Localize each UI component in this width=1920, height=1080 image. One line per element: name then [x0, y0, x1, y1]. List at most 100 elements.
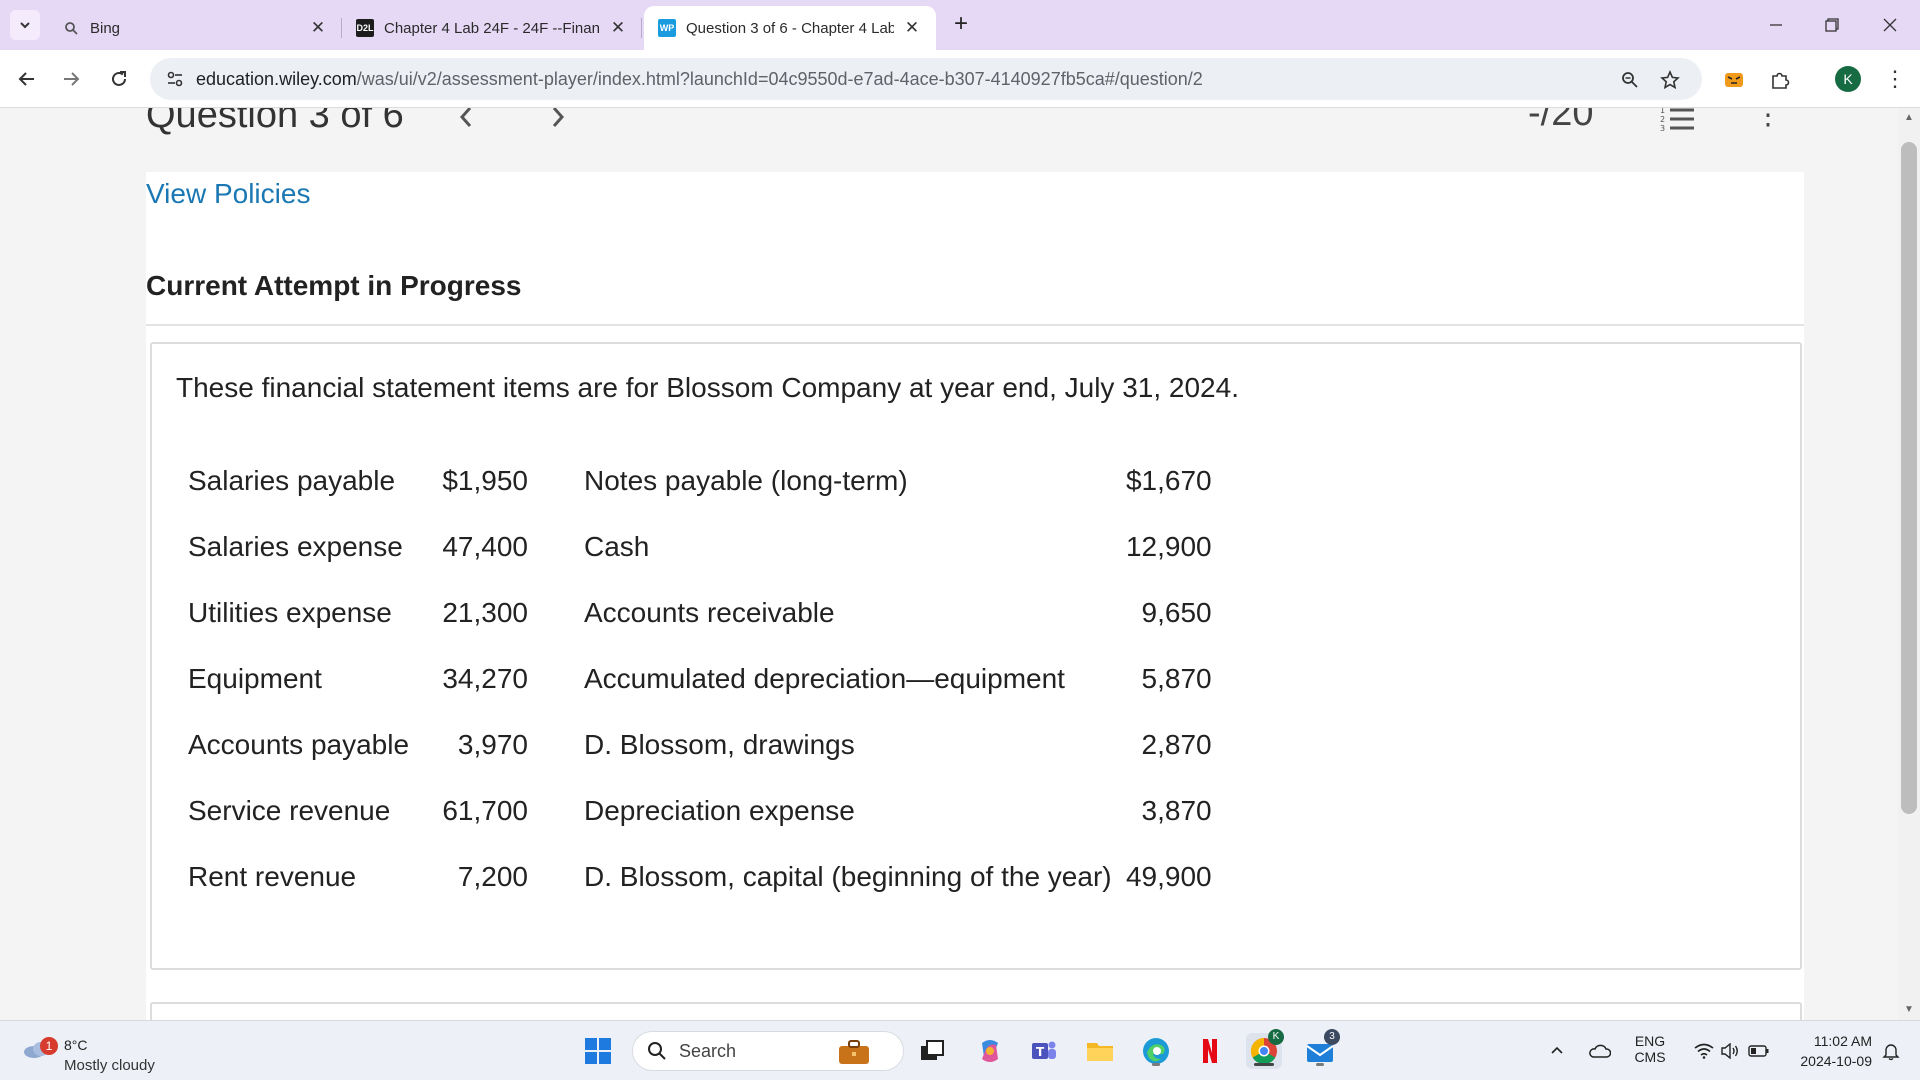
reload-icon: [112, 71, 126, 86]
address-bar[interactable]: education.wiley.com/was/ui/v2/assessment…: [150, 58, 1702, 100]
minimize-icon: [1770, 24, 1782, 26]
question-card: View Policies Current Attempt in Progres…: [146, 172, 1804, 1020]
tab-title: Bing: [90, 19, 121, 37]
browser-menu-icon[interactable]: ⋮: [1884, 66, 1906, 91]
bookmark-star-icon[interactable]: [1658, 68, 1682, 92]
item-label: Depreciation expense: [584, 795, 855, 826]
column-gap: [528, 778, 584, 844]
column-gap: [528, 712, 584, 778]
close-icon: [1883, 18, 1897, 32]
tab-d2l[interactable]: D2L Chapter 4 Lab 24F - 24F --Finan ✕: [342, 6, 642, 50]
restore-button[interactable]: [1812, 8, 1852, 42]
question-intro: These financial statement items are for …: [176, 372, 1239, 403]
tab-search-button[interactable]: [10, 10, 40, 40]
financial-items-table: Salaries payable $1,950 Notes payable (lon…: [188, 448, 1212, 910]
svg-text:T: T: [1036, 1045, 1045, 1059]
show-hidden-icons-chevron-up-icon[interactable]: [1544, 1033, 1570, 1069]
close-icon[interactable]: ✕: [904, 18, 920, 37]
more-options-icon[interactable]: ⋮: [1754, 108, 1782, 130]
item-label: Service revenue: [188, 795, 391, 826]
item-label: Salaries expense: [188, 531, 403, 562]
item-label: Accumulated depreciation—equipment: [584, 663, 1065, 694]
search-icon: [648, 1042, 666, 1060]
windows-taskbar: 1 8°C Mostly cloudy Search T K 3: [0, 1020, 1920, 1080]
item-label: D. Blossom, capital (beginning of the ye…: [584, 861, 1112, 892]
item-label: Notes payable (long-term): [584, 465, 908, 496]
start-button[interactable]: [580, 1033, 616, 1069]
reload-button[interactable]: [104, 64, 134, 94]
svg-text:2: 2: [1660, 115, 1665, 124]
item-amount: 49,900: [1125, 861, 1212, 892]
mail-icon[interactable]: 3: [1302, 1029, 1340, 1069]
system-status-group[interactable]: [1684, 1033, 1780, 1069]
scroll-up-arrow-icon[interactable]: ▲: [1904, 112, 1914, 123]
taskbar-search-box[interactable]: Search: [632, 1031, 904, 1071]
item-amount: 3,870: [1141, 795, 1212, 826]
active-indicator: [1254, 1063, 1274, 1066]
profile-avatar[interactable]: K: [1835, 66, 1861, 92]
item-label: Utilities expense: [188, 597, 392, 628]
tab-question-active[interactable]: WP Question 3 of 6 - Chapter 4 Lab ✕: [644, 6, 936, 50]
item-amount: 12,900: [1125, 531, 1212, 562]
notifications-bell-icon[interactable]: [1876, 1033, 1906, 1069]
edge-browser-icon[interactable]: [1138, 1033, 1174, 1069]
close-window-button[interactable]: [1870, 8, 1910, 42]
scroll-down-arrow-icon[interactable]: ▼: [1904, 1004, 1914, 1015]
new-tab-button[interactable]: +: [953, 10, 968, 37]
search-label: Search: [679, 1040, 737, 1061]
back-button[interactable]: [12, 64, 42, 94]
file-explorer-icon[interactable]: [1082, 1033, 1118, 1069]
scroll-thumb[interactable]: [1901, 142, 1917, 814]
item-amount: 2,870: [1141, 729, 1212, 760]
view-policies-link[interactable]: View Policies: [146, 178, 311, 209]
extensions-puzzle-icon[interactable]: [1766, 66, 1794, 94]
table-row: Equipment 34,270 Accumulated depreciation—…: [188, 646, 1212, 712]
weather-widget[interactable]: 1 8°C Mostly cloudy: [20, 1029, 200, 1074]
forward-button[interactable]: [56, 64, 86, 94]
wifi-icon: [1694, 1043, 1714, 1059]
url-path: /was/ui/v2/assessment-player/index.html?…: [356, 68, 1203, 89]
tab-bing[interactable]: Bing ✕: [48, 6, 342, 50]
weather-alert-badge: 1: [40, 1037, 58, 1055]
clock-date: 2024-10-09: [1800, 1053, 1872, 1069]
volume-icon: [1721, 1043, 1738, 1059]
weather-description: Mostly cloudy: [64, 1057, 155, 1074]
tab-title: Chapter 4 Lab 24F - 24F --Finan: [384, 19, 600, 37]
item-label: D. Blossom, drawings: [584, 729, 855, 760]
running-indicator: [1152, 1063, 1160, 1066]
next-section-box: [150, 1002, 1802, 1020]
question-content-box: These financial statement items are for …: [150, 342, 1802, 970]
page-scrollbar[interactable]: ▲ ▼: [1898, 108, 1920, 1020]
chevron-down-icon: [20, 22, 30, 29]
language-indicator[interactable]: ENG CMS: [1630, 1033, 1670, 1065]
item-label: Rent revenue: [188, 861, 357, 892]
netflix-icon[interactable]: [1192, 1033, 1228, 1069]
restore-icon: [1825, 18, 1839, 32]
minimize-button[interactable]: [1756, 8, 1796, 42]
svg-text:3: 3: [1660, 124, 1665, 133]
next-question-button[interactable]: [548, 108, 568, 140]
onedrive-cloud-icon[interactable]: [1584, 1033, 1614, 1069]
item-amount: 47,400: [442, 531, 528, 562]
task-view-icon[interactable]: [914, 1033, 950, 1069]
briefcase-icon: [839, 1040, 869, 1064]
zoom-icon[interactable]: [1618, 68, 1642, 92]
item-label: Salaries payable: [188, 465, 396, 496]
svg-text:1: 1: [1660, 108, 1665, 115]
copilot-icon[interactable]: [972, 1033, 1008, 1069]
previous-question-button[interactable]: [456, 108, 476, 140]
tab-title: Question 3 of 6 - Chapter 4 Lab: [686, 19, 894, 37]
chrome-browser-icon[interactable]: K: [1246, 1029, 1284, 1069]
system-clock[interactable]: 11:02 AM 2024-10-09: [1776, 1031, 1872, 1071]
table-row: Rent revenue 7,200 D. Blossom, capital (be…: [188, 844, 1212, 910]
item-amount: 21,300: [442, 597, 528, 628]
column-gap: [528, 844, 584, 910]
teams-icon[interactable]: T: [1026, 1033, 1062, 1069]
close-icon[interactable]: ✕: [310, 18, 326, 37]
extension-tiger-icon[interactable]: [1720, 66, 1748, 94]
site-info-icon[interactable]: [160, 64, 190, 94]
close-icon[interactable]: ✕: [610, 18, 626, 37]
attempt-heading: Current Attempt in Progress: [146, 270, 522, 301]
